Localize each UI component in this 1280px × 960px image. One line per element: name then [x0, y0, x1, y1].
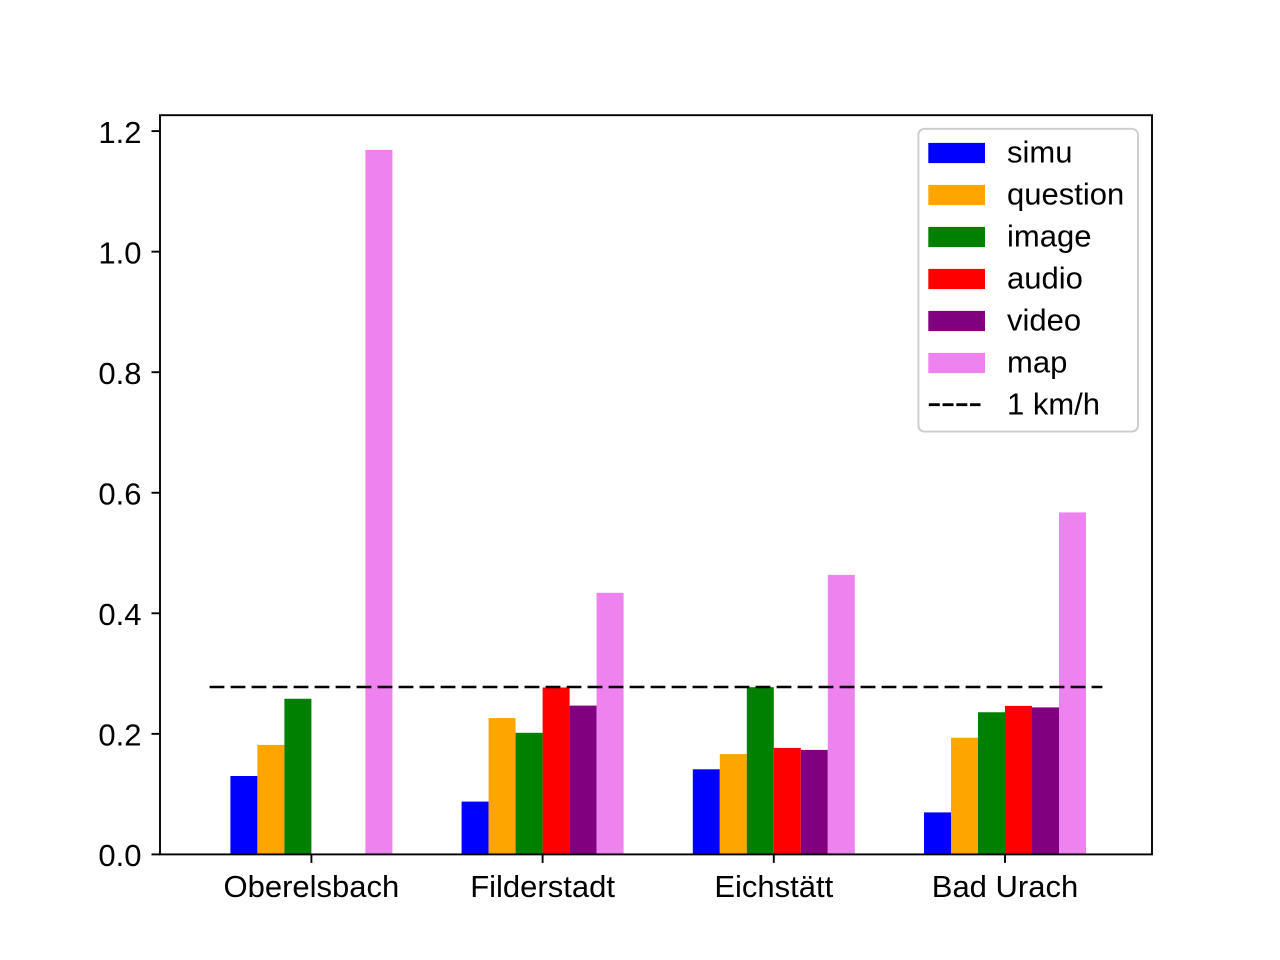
svg-text:0.8: 0.8: [98, 356, 141, 391]
svg-text:0.2: 0.2: [98, 718, 141, 753]
svg-text:Oberelsbach: Oberelsbach: [224, 869, 400, 904]
svg-text:1.0: 1.0: [98, 235, 141, 270]
svg-text:1 km/h: 1 km/h: [1007, 386, 1100, 421]
svg-text:0.6: 0.6: [98, 477, 141, 512]
svg-text:image: image: [1007, 219, 1091, 254]
svg-text:map: map: [1007, 345, 1067, 380]
svg-text:1.2: 1.2: [98, 115, 141, 150]
svg-text:Eichstätt: Eichstätt: [714, 869, 833, 904]
svg-text:0.4: 0.4: [98, 597, 141, 632]
svg-text:audio: audio: [1007, 261, 1083, 296]
svg-text:Filderstadt: Filderstadt: [470, 869, 615, 904]
svg-text:question: question: [1007, 177, 1124, 212]
svg-text:video: video: [1007, 303, 1081, 338]
svg-text:0.0: 0.0: [98, 838, 141, 873]
svg-text:simu: simu: [1007, 135, 1072, 170]
svg-text:Bad Urach: Bad Urach: [932, 869, 1078, 904]
